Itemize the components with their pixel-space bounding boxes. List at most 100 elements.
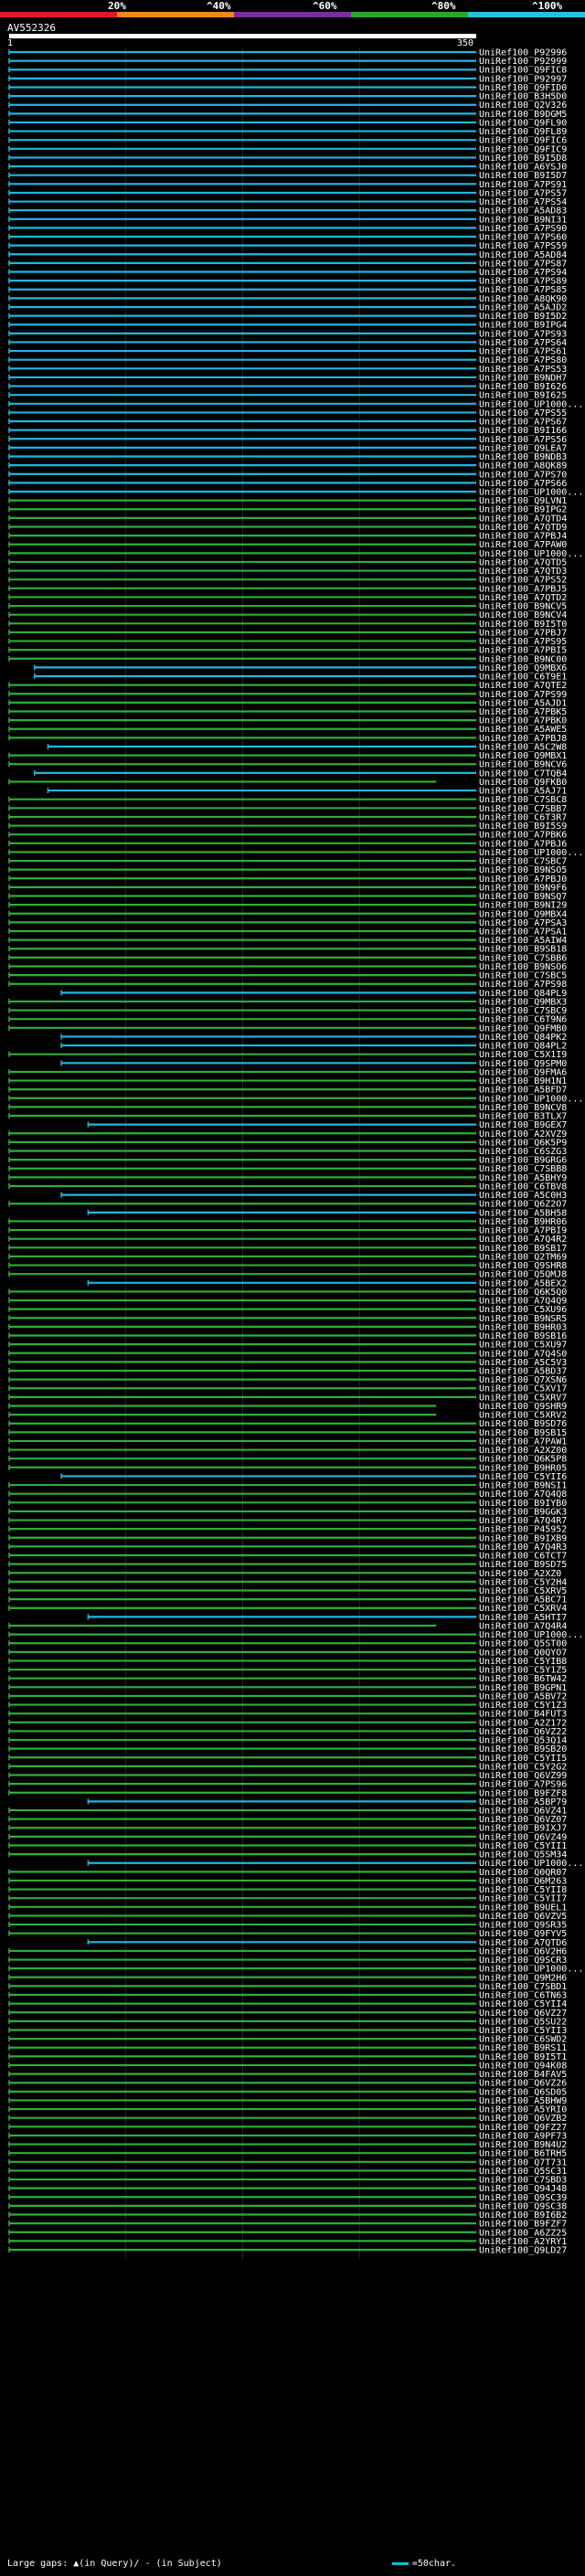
hit-label[interactable]: UniRef100_Q6VZB2 (479, 2114, 567, 2124)
hit-label[interactable]: UniRef100_B9SB18 (479, 945, 567, 955)
hit-label[interactable]: UniRef100_B9I6B2 (479, 2210, 567, 2221)
hit-label[interactable]: UniRef100_B9I5D7 (479, 171, 567, 181)
hit-label[interactable]: UniRef100_Q6VZ27 (479, 2009, 567, 2019)
hit-label[interactable]: UniRef100_Q9FL89 (479, 127, 567, 137)
hit-label[interactable]: UniRef100_P92999 (479, 57, 567, 67)
hit-label[interactable]: UniRef100_Q84PL2 (479, 1042, 567, 1052)
hit-label[interactable]: UniRef100_C5YIB8 (479, 1657, 567, 1667)
hit-label[interactable]: UniRef100_B9DGM5 (479, 110, 567, 120)
hit-label[interactable]: UniRef100_C6T3R7 (479, 812, 567, 822)
hit-label[interactable]: UniRef100_B9NSO5 (479, 865, 567, 875)
hit-label[interactable]: UniRef100_Q84PK2 (479, 1033, 567, 1043)
hit-label[interactable]: UniRef100_Q9FMB0 (479, 1023, 567, 1034)
hit-label[interactable]: UniRef100_B9HR05 (479, 1463, 567, 1473)
hit-label[interactable]: UniRef100_C5X1I9 (479, 1050, 567, 1060)
hit-label[interactable]: UniRef100_A7PBJ4 (479, 532, 567, 542)
hit-label[interactable]: UniRef100_Q9LD27 (479, 2246, 567, 2256)
hit-label[interactable]: UniRef100_C5YII1 (479, 1841, 567, 1851)
hit-label[interactable]: UniRef100_A7PS93 (479, 329, 567, 339)
hit-label[interactable]: UniRef100_C5Y1Z3 (479, 1701, 567, 1711)
hit-label[interactable]: UniRef100_A7PS89 (479, 277, 567, 287)
hit-label[interactable]: UniRef100_Q9SPM0 (479, 1059, 567, 1069)
hit-label[interactable]: UniRef100_A7PBJ6 (479, 839, 567, 849)
hit-label[interactable]: UniRef100_B9NI29 (479, 901, 567, 911)
hit-label[interactable]: UniRef100_Q6VZ99 (479, 1771, 567, 1781)
hit-label[interactable]: UniRef100_A7PBI5 (479, 646, 567, 656)
hit-label[interactable]: UniRef100_A5BEX2 (479, 1278, 567, 1288)
hit-label[interactable]: UniRef100_B9I5D2 (479, 312, 567, 322)
hit-label[interactable]: UniRef100_A7PSA1 (479, 928, 567, 938)
hit-label[interactable]: UniRef100_UP1000... (479, 1630, 583, 1640)
hit-label[interactable]: UniRef100_UP1000... (479, 399, 583, 409)
hit-label[interactable]: UniRef100_A7PS94 (479, 268, 567, 278)
hit-label[interactable]: UniRef100_B9HR03 (479, 1322, 567, 1332)
hit-label[interactable]: UniRef100_A7QTD4 (479, 514, 567, 524)
hit-label[interactable]: UniRef100_B9I5D8 (479, 154, 567, 164)
hit-label[interactable]: UniRef100_A2Z172 (479, 1718, 567, 1728)
hit-label[interactable]: UniRef100_Q9MBX6 (479, 663, 567, 673)
hit-label[interactable]: UniRef100_A7PS59 (479, 241, 567, 251)
hit-label[interactable]: UniRef100_B9GGK3 (479, 1507, 567, 1517)
hit-label[interactable]: UniRef100_P45952 (479, 1525, 567, 1535)
hit-label[interactable]: UniRef100_C5XRV4 (479, 1604, 567, 1614)
hit-label[interactable]: UniRef100_B9GRG6 (479, 1156, 567, 1166)
hit-label[interactable]: UniRef100_A5BD37 (479, 1367, 567, 1377)
hit-label[interactable]: UniRef100_A7QTE2 (479, 681, 567, 691)
hit-label[interactable]: UniRef100_P92997 (479, 74, 567, 84)
hit-label[interactable]: UniRef100_A5BHW9 (479, 2096, 567, 2106)
hit-label[interactable]: UniRef100_A5AJD1 (479, 698, 567, 708)
hit-label[interactable]: UniRef100_B9N4U2 (479, 2140, 567, 2150)
hit-label[interactable]: UniRef100_C5XRV5 (479, 1586, 567, 1596)
hit-label[interactable]: UniRef100_Q9MBX1 (479, 751, 567, 761)
hit-label[interactable]: UniRef100_C7SBD1 (479, 1982, 567, 1992)
hit-label[interactable]: UniRef100_B9NC00 (479, 654, 567, 664)
hit-label[interactable]: UniRef100_B9IPG4 (479, 321, 567, 331)
hit-label[interactable]: UniRef100_B9N9F6 (479, 883, 567, 893)
hit-label[interactable]: UniRef100_B9I166 (479, 426, 567, 436)
hit-label[interactable]: UniRef100_Q94K08 (479, 2061, 567, 2071)
hit-label[interactable]: UniRef100_B9NSQ7 (479, 892, 567, 902)
hit-label[interactable]: UniRef100_Q6VZ49 (479, 1832, 567, 1842)
hit-label[interactable]: UniRef100_Q6SD05 (479, 2087, 567, 2097)
hit-label[interactable]: UniRef100_C5Y2H4 (479, 1577, 567, 1587)
hit-label[interactable]: UniRef100_A7PS80 (479, 355, 567, 366)
hit-label[interactable]: UniRef100_B9IXB9 (479, 1533, 567, 1543)
hit-label[interactable]: UniRef100_Q6VZ41 (479, 1807, 567, 1817)
hit-label[interactable]: UniRef100_Q5SU22 (479, 2017, 567, 2027)
hit-label[interactable]: UniRef100_C5XU96 (479, 1305, 567, 1315)
hit-label[interactable]: UniRef100_B9NDH7 (479, 373, 567, 383)
hit-label[interactable]: UniRef100_B9SD76 (479, 1419, 567, 1429)
hit-label[interactable]: UniRef100_Q9FIC6 (479, 136, 567, 146)
hit-label[interactable]: UniRef100_A7PBI9 (479, 1226, 567, 1236)
hit-label[interactable]: UniRef100_B9SB16 (479, 1331, 567, 1341)
hit-label[interactable]: UniRef100_Q5SC31 (479, 2167, 567, 2177)
hit-label[interactable]: UniRef100_P92996 (479, 48, 567, 58)
hit-label[interactable]: UniRef100_Q9SHR9 (479, 1402, 567, 1412)
hit-label[interactable]: UniRef100_B3TLX7 (479, 1112, 567, 1122)
hit-label[interactable]: UniRef100_C6TBV8 (479, 1182, 567, 1192)
hit-label[interactable]: UniRef100_A6ZZ25 (479, 2228, 567, 2238)
hit-label[interactable]: UniRef100_B9UEL1 (479, 1903, 567, 1913)
hit-label[interactable]: UniRef100_A7PBK0 (479, 716, 567, 726)
hit-label[interactable]: UniRef100_A7Q4R4 (479, 1621, 567, 1631)
hit-label[interactable]: UniRef100_A5HTI7 (479, 1613, 567, 1623)
hit-label[interactable]: UniRef100_UP1000... (479, 1859, 583, 1869)
hit-label[interactable]: UniRef100_A9PF73 (479, 2131, 567, 2141)
hit-label[interactable]: UniRef100_B3H5D0 (479, 92, 567, 102)
hit-label[interactable]: UniRef100_Q6VZV5 (479, 1912, 567, 1922)
hit-label[interactable]: UniRef100_C5XV17 (479, 1384, 567, 1394)
hit-label[interactable]: UniRef100_Q9MBX3 (479, 997, 567, 1007)
hit-label[interactable]: UniRef100_C5XRV2 (479, 1411, 567, 1421)
hit-label[interactable]: UniRef100_Q0QR07 (479, 1868, 567, 1878)
hit-label[interactable]: UniRef100_Q6VZ07 (479, 1815, 567, 1825)
hit-label[interactable]: UniRef100_A7Q4Q8 (479, 1489, 567, 1500)
hit-label[interactable]: UniRef100_A7PS70 (479, 470, 567, 480)
hit-label[interactable]: UniRef100_C7TQB4 (479, 769, 567, 779)
hit-label[interactable]: UniRef100_A7QTD9 (479, 523, 567, 533)
hit-label[interactable]: UniRef100_B9I5T0 (479, 620, 567, 630)
hit-label[interactable]: UniRef100_C6TCT7 (479, 1552, 567, 1562)
hit-label[interactable]: UniRef100_Q94J48 (479, 2184, 567, 2194)
hit-label[interactable]: UniRef100_Q0QYO7 (479, 1648, 567, 1658)
hit-label[interactable]: UniRef100_A7Q4R7 (479, 1516, 567, 1526)
hit-label[interactable]: UniRef100_A5BV72 (479, 1691, 567, 1701)
